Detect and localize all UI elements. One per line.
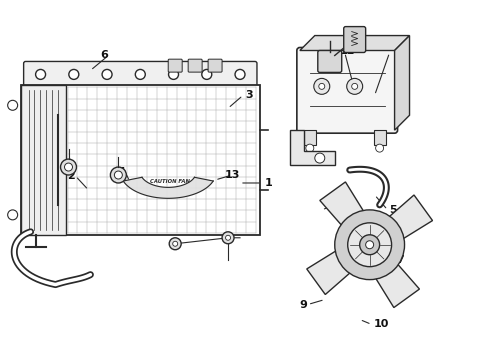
- Polygon shape: [307, 243, 360, 294]
- Bar: [21, 85, 260, 235]
- Circle shape: [360, 235, 380, 255]
- Circle shape: [376, 144, 384, 152]
- Circle shape: [202, 69, 212, 80]
- FancyBboxPatch shape: [343, 27, 366, 53]
- Circle shape: [225, 235, 230, 240]
- Circle shape: [69, 69, 79, 80]
- Circle shape: [306, 144, 314, 152]
- Circle shape: [235, 69, 245, 80]
- Text: 2: 2: [68, 171, 75, 181]
- Polygon shape: [300, 36, 410, 50]
- Text: 12: 12: [340, 45, 355, 55]
- FancyBboxPatch shape: [168, 59, 182, 72]
- Circle shape: [135, 69, 145, 80]
- Circle shape: [335, 210, 405, 280]
- Polygon shape: [290, 130, 335, 165]
- Circle shape: [352, 84, 358, 89]
- Text: 9: 9: [300, 300, 308, 310]
- FancyBboxPatch shape: [208, 59, 222, 72]
- Circle shape: [110, 167, 126, 183]
- Bar: [21, 85, 66, 235]
- Bar: [304, 130, 316, 145]
- Circle shape: [61, 159, 76, 175]
- Polygon shape: [368, 254, 419, 307]
- FancyBboxPatch shape: [24, 62, 257, 87]
- Polygon shape: [394, 36, 410, 130]
- Circle shape: [222, 232, 234, 244]
- Circle shape: [314, 78, 330, 94]
- Circle shape: [348, 223, 392, 267]
- Circle shape: [366, 241, 374, 249]
- Circle shape: [169, 238, 181, 250]
- Polygon shape: [379, 195, 433, 246]
- Text: CAUTION FAN: CAUTION FAN: [150, 180, 190, 184]
- FancyBboxPatch shape: [297, 48, 397, 133]
- Text: 5: 5: [390, 205, 397, 215]
- Text: 3: 3: [245, 90, 253, 100]
- Circle shape: [102, 69, 112, 80]
- Polygon shape: [123, 177, 213, 198]
- Circle shape: [65, 163, 73, 171]
- Circle shape: [36, 69, 46, 80]
- Text: 7: 7: [396, 255, 404, 265]
- Text: 6: 6: [100, 50, 108, 60]
- Bar: [374, 130, 386, 145]
- FancyBboxPatch shape: [188, 59, 202, 72]
- Text: 1: 1: [265, 178, 273, 188]
- Text: 10: 10: [374, 319, 389, 329]
- FancyBboxPatch shape: [318, 50, 342, 72]
- Circle shape: [319, 84, 325, 89]
- Text: 13: 13: [225, 170, 241, 180]
- Circle shape: [347, 78, 363, 94]
- Circle shape: [172, 241, 178, 246]
- Text: 8: 8: [337, 200, 344, 210]
- Text: 11: 11: [394, 45, 410, 55]
- Circle shape: [8, 100, 18, 110]
- Text: 4: 4: [118, 167, 125, 177]
- Circle shape: [114, 171, 122, 179]
- Circle shape: [315, 153, 325, 163]
- Circle shape: [169, 69, 178, 80]
- Circle shape: [8, 210, 18, 220]
- Polygon shape: [320, 182, 371, 235]
